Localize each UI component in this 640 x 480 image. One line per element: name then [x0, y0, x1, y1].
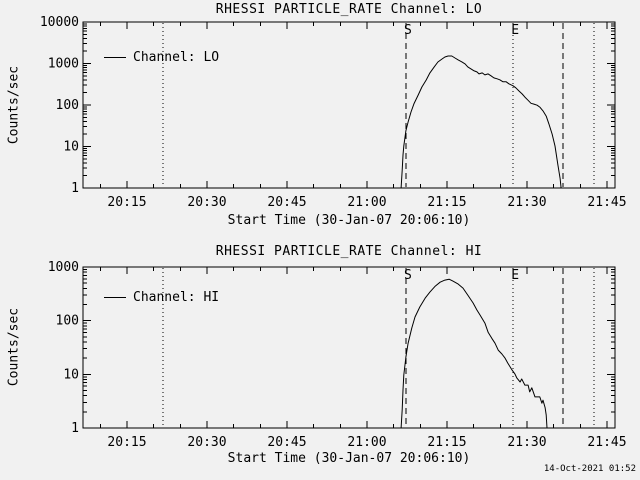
panel-lo-title: RHESSI PARTICLE_RATE Channel: LO	[215, 2, 483, 17]
panel-hi-y-tick-label: 10	[63, 367, 79, 382]
panel-hi-event-label-s: S	[404, 268, 412, 283]
panel-hi-title: RHESSI PARTICLE_RATE Channel: HI	[215, 244, 483, 259]
panel-lo-y-tick-label: 1	[71, 181, 79, 196]
panel-lo-y-tick-label: 10	[63, 140, 79, 155]
panel-hi-data-curve	[400, 278, 548, 429]
panel-lo-x-tick-label: 21:45	[587, 195, 626, 210]
panel-lo-y-tick-label: 100	[56, 98, 79, 113]
panel-hi-x-tick-label: 21:15	[427, 435, 466, 450]
panel-lo-legend-label: Channel: LO	[133, 50, 220, 65]
panel-hi-x-axis-label: Start Time (30-Jan-07 20:06:10)	[227, 451, 471, 466]
panel-lo-y-axis-label: Counts/sec	[6, 65, 22, 145]
panel-hi-x-tick-label: 21:00	[347, 435, 386, 450]
panel-lo-y-tick-label: 10000	[40, 15, 79, 30]
panel-hi-plot-box	[82, 266, 616, 429]
panel-hi-x-tick-label: 20:45	[267, 435, 306, 450]
panel-hi-x-tick-label: 20:30	[187, 435, 226, 450]
panel-hi-x-tick-label: 21:30	[507, 435, 546, 450]
panel-lo-legend-line	[104, 57, 126, 58]
panel-lo-data-curve	[400, 55, 562, 189]
panel-lo-y-tick-label: 1000	[48, 57, 79, 72]
panel-lo-x-tick-label: 20:45	[267, 195, 306, 210]
panel-hi-y-tick-label: 100	[56, 314, 79, 329]
panel-hi-x-tick-label: 20:15	[107, 435, 146, 450]
panel-lo-x-tick-label: 20:15	[107, 195, 146, 210]
panel-hi-y-axis-label: Counts/sec	[6, 307, 22, 387]
panel-hi-y-tick-label: 1	[71, 421, 79, 436]
panel-lo-x-tick-label: 20:30	[187, 195, 226, 210]
panel-lo-x-axis-label: Start Time (30-Jan-07 20:06:10)	[227, 213, 471, 228]
panel-lo-x-tick-label: 21:30	[507, 195, 546, 210]
panel-lo-event-label-s: S	[404, 23, 412, 38]
panel-hi-legend-line	[104, 297, 126, 298]
panel-hi-legend-label: Channel: HI	[133, 290, 220, 305]
panel-lo-x-tick-label: 21:15	[427, 195, 466, 210]
panel-lo-x-tick-label: 21:00	[347, 195, 386, 210]
panel-hi-x-tick-label: 21:45	[587, 435, 626, 450]
panel-hi-y-tick-label: 1000	[48, 260, 79, 275]
plot-creation-timestamp: 14-Oct-2021 01:52	[543, 464, 636, 474]
panel-hi-event-label-e: E	[511, 268, 519, 283]
panel-lo-event-label-e: E	[511, 23, 519, 38]
